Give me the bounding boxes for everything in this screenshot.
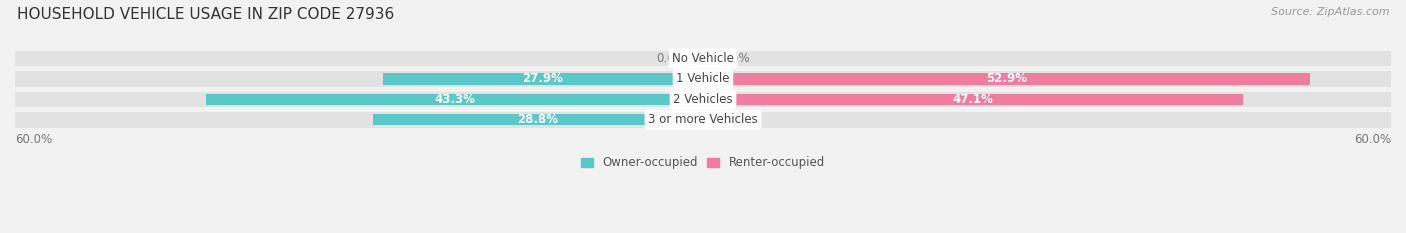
Text: 3 or more Vehicles: 3 or more Vehicles [648,113,758,126]
Text: 52.9%: 52.9% [986,72,1026,86]
Bar [703,73,1309,85]
Bar [15,71,1391,87]
Bar [15,51,1391,66]
Bar [15,112,1391,127]
Text: HOUSEHOLD VEHICLE USAGE IN ZIP CODE 27936: HOUSEHOLD VEHICLE USAGE IN ZIP CODE 2793… [17,7,394,22]
Bar [373,114,703,125]
Text: 60.0%: 60.0% [1354,133,1391,146]
Legend: Owner-occupied, Renter-occupied: Owner-occupied, Renter-occupied [581,156,825,169]
Text: 47.1%: 47.1% [953,93,994,106]
Text: Source: ZipAtlas.com: Source: ZipAtlas.com [1271,7,1389,17]
Bar [207,94,703,105]
Text: No Vehicle: No Vehicle [672,52,734,65]
Text: 0.0%: 0.0% [720,52,749,65]
Text: 0.0%: 0.0% [720,113,749,126]
Text: 60.0%: 60.0% [15,133,52,146]
Text: 28.8%: 28.8% [517,113,558,126]
Text: 0.0%: 0.0% [657,52,686,65]
Bar [382,73,703,85]
Text: 2 Vehicles: 2 Vehicles [673,93,733,106]
Text: 1 Vehicle: 1 Vehicle [676,72,730,86]
Bar [15,92,1391,107]
Bar [703,94,1243,105]
Text: 27.9%: 27.9% [523,72,564,86]
Text: 43.3%: 43.3% [434,93,475,106]
